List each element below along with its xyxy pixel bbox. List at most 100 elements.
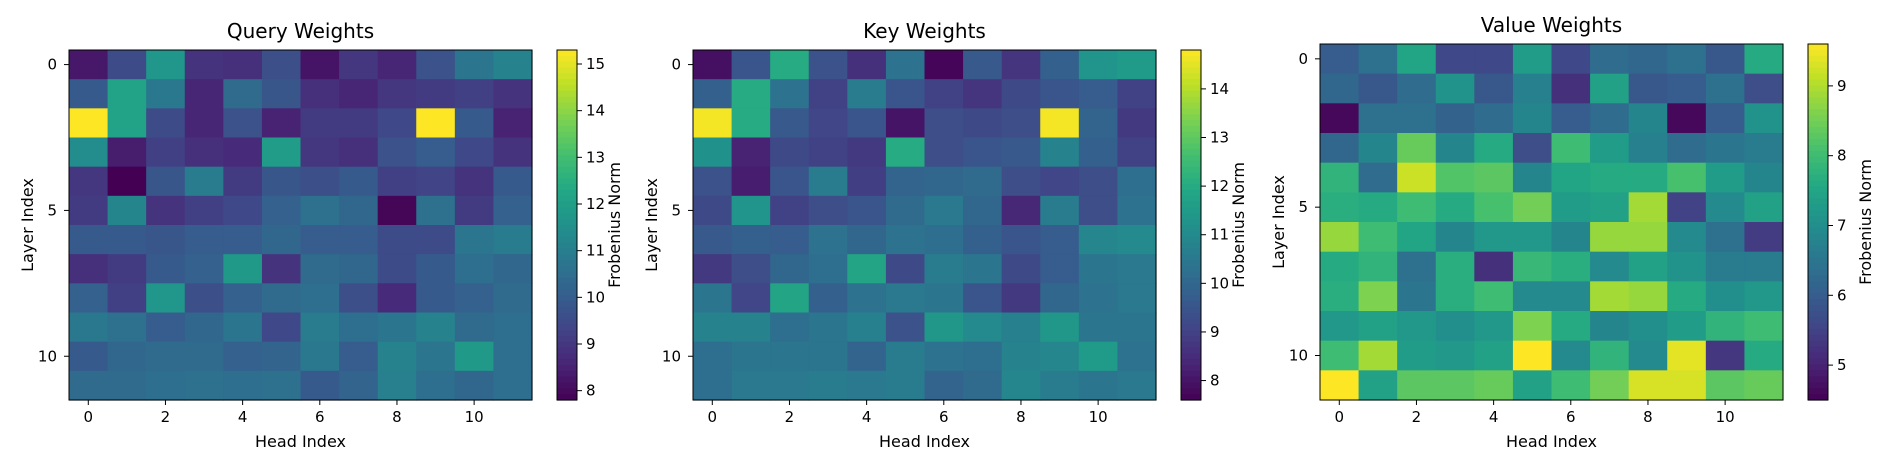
heatmap-cell — [1551, 192, 1591, 223]
colorbar-segment — [1808, 67, 1828, 75]
heatmap-cell — [1397, 192, 1437, 223]
heatmap-cell — [1667, 370, 1707, 401]
heatmap-cell — [339, 341, 379, 372]
heatmap-cell — [416, 195, 456, 226]
colorbar-segment — [1808, 109, 1828, 116]
heatmap-cell — [1705, 370, 1746, 401]
heatmap-cell — [808, 79, 848, 109]
heatmap-cell — [924, 166, 964, 197]
colorbar-segment — [557, 166, 577, 174]
heatmap-cell — [1705, 251, 1746, 282]
heatmap-cell — [1628, 251, 1668, 282]
heatmap-cell — [69, 312, 109, 343]
heatmap-cell — [1040, 50, 1080, 80]
colorbar-segment — [557, 219, 577, 226]
heatmap-cell — [146, 137, 186, 168]
heatmap-cell — [770, 79, 810, 109]
colorbar-segment — [1181, 306, 1201, 314]
colorbar-segment — [557, 125, 577, 133]
colorbar-segment — [557, 365, 577, 372]
heatmap-cell — [1628, 44, 1668, 75]
heatmap-cell — [107, 79, 147, 109]
colorbar-tick-label: 5 — [1837, 356, 1847, 374]
colorbar-segment — [1808, 322, 1828, 330]
heatmap-cell — [69, 225, 109, 255]
heatmap-cell — [454, 166, 495, 197]
colorbar-segment — [557, 195, 577, 203]
heatmap-cell — [1117, 370, 1157, 401]
heatmap-cell — [261, 254, 302, 284]
heatmap-cell — [416, 79, 456, 109]
heatmap-cell — [1435, 340, 1475, 371]
colorbar-segment — [557, 149, 577, 156]
heatmap-cell — [847, 283, 887, 314]
colorbar-segment — [557, 295, 577, 302]
heatmap-cell — [847, 137, 887, 168]
heatmap-cell — [770, 312, 810, 343]
heatmap-cell — [261, 341, 302, 372]
heatmap-cell — [146, 50, 186, 80]
colorbar-segment — [557, 300, 577, 308]
heatmap-cell — [731, 137, 771, 168]
heatmap-cell — [300, 50, 340, 80]
heatmap-cell — [1358, 340, 1398, 371]
colorbar-segment — [557, 79, 577, 86]
heatmap-cell — [1474, 73, 1514, 104]
heatmap-cell — [1628, 281, 1668, 312]
y-axis-label: Layer Index — [642, 178, 661, 272]
colorbar-segment — [1181, 300, 1201, 308]
heatmap-cell — [731, 166, 771, 197]
heatmap-cell — [731, 195, 771, 226]
colorbar-segment — [557, 230, 577, 238]
heatmap-cell — [1078, 283, 1119, 314]
colorbar-segment — [557, 353, 577, 360]
heatmap-cell — [1358, 73, 1398, 104]
heatmap-cell — [770, 283, 810, 314]
heatmap-cell — [963, 166, 1003, 197]
heatmap-cell — [1667, 251, 1707, 282]
heatmap-cell — [924, 137, 964, 168]
heatmap-cell — [1590, 251, 1630, 282]
heatmap-cell — [1667, 192, 1707, 223]
heatmap-cell — [1512, 133, 1553, 164]
heatmap-cell — [963, 108, 1003, 139]
colorbar-segment — [1808, 281, 1828, 288]
heatmap-cell — [885, 108, 926, 139]
colorbar-segment — [1181, 289, 1201, 296]
heatmap-cell — [1078, 137, 1119, 168]
colorbar-segment — [1181, 271, 1201, 279]
heatmap-cell — [1628, 192, 1668, 223]
colorbar-segment — [557, 289, 577, 296]
colorbar-segment — [1808, 198, 1828, 205]
heatmap-cell — [1040, 195, 1080, 226]
heatmap-cell — [261, 312, 302, 343]
colorbar-segment — [557, 155, 577, 162]
heatmap-cell — [1001, 50, 1041, 80]
heatmap-cell — [808, 137, 848, 168]
heatmap-cell — [493, 283, 533, 314]
colorbar-segment — [1808, 61, 1828, 69]
heatmap-cell — [1117, 108, 1157, 139]
heatmap-cell — [808, 283, 848, 314]
heatmap-cell — [1397, 281, 1437, 312]
heatmap-cell — [339, 50, 379, 80]
heatmap-cell — [493, 108, 533, 139]
heatmap-cell — [1435, 192, 1475, 223]
colorbar-segment — [557, 260, 577, 267]
heatmap-cell — [1628, 370, 1668, 401]
x-axis-label: Head Index — [879, 432, 970, 451]
heatmap-cell — [261, 137, 302, 168]
colorbar-segment — [557, 143, 577, 150]
heatmap-cell — [300, 195, 340, 226]
heatmap-cell — [416, 312, 456, 343]
x-tick-label: 4 — [238, 408, 248, 426]
colorbar-segment — [1808, 156, 1828, 164]
heatmap-cell — [377, 50, 417, 80]
colorbar-segment — [557, 55, 577, 63]
heatmap-cell — [1474, 44, 1514, 75]
colorbar-segment — [557, 160, 577, 168]
colorbar-tick-label: 12 — [1210, 177, 1229, 195]
colorbar-segment — [557, 335, 577, 343]
x-tick-label: 0 — [84, 408, 94, 426]
colorbar-tick-label: 15 — [586, 55, 605, 73]
